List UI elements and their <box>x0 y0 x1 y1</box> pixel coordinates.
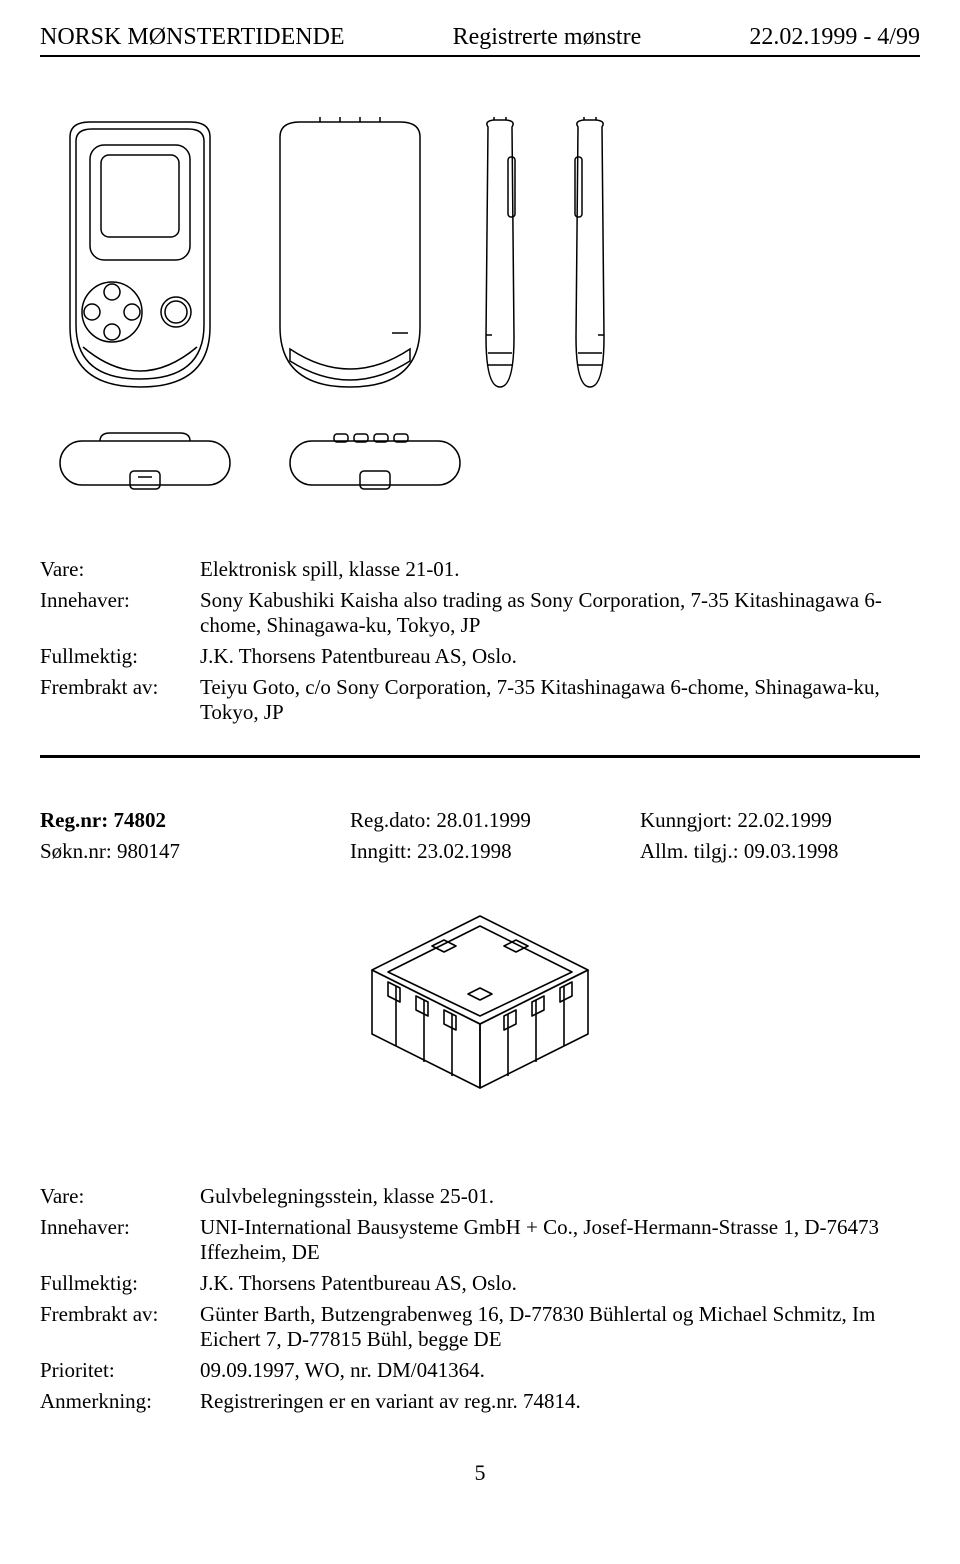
field-value-innehaver-2: UNI-International Bausysteme GmbH + Co.,… <box>200 1215 920 1271</box>
field-value-fullmektig: J.K. Thorsens Patentbureau AS, Oslo. <box>200 644 920 675</box>
entry-2-fields: Vare: Gulvbelegningsstein, klasse 25-01.… <box>40 1184 920 1420</box>
entry-separator <box>40 755 920 758</box>
header-right: 22.02.1999 - 4/99 <box>749 24 920 51</box>
device-figures-bottom <box>40 427 920 497</box>
field-label-vare: Vare: <box>40 557 200 588</box>
entry-1-fields: Vare: Elektronisk spill, klasse 21-01. I… <box>40 557 920 731</box>
device-front-view <box>50 117 230 397</box>
paving-stone-figure <box>40 904 920 1114</box>
field-value-fullmektig-2: J.K. Thorsens Patentbureau AS, Oslo. <box>200 1271 920 1302</box>
page-number: 5 <box>40 1460 920 1486</box>
regnr: Reg.nr: 74802 <box>40 808 166 832</box>
header-center: Registrerte mønstre <box>453 24 642 51</box>
field-value-frembrakt-2: Günter Barth, Butzengrabenweg 16, D-7783… <box>200 1302 920 1358</box>
field-label-anmerkning: Anmerkning: <box>40 1389 200 1420</box>
device-back-view <box>260 117 440 397</box>
field-label-frembrakt-2: Frembrakt av: <box>40 1302 200 1358</box>
registration-info: Reg.nr: 74802 Reg.dato: 28.01.1999 Kunng… <box>40 808 920 864</box>
page-header: NORSK MØNSTERTIDENDE Registrerte mønstre… <box>40 24 920 51</box>
field-label-fullmektig-2: Fullmektig: <box>40 1271 200 1302</box>
field-label-prioritet: Prioritet: <box>40 1358 200 1389</box>
field-value-prioritet: 09.09.1997, WO, nr. DM/041364. <box>200 1358 920 1389</box>
device-top-view <box>50 427 240 497</box>
device-side-view-left <box>470 117 530 397</box>
kunngjort: Kunngjort: 22.02.1999 <box>640 808 920 833</box>
field-value-vare: Elektronisk spill, klasse 21-01. <box>200 557 920 588</box>
field-value-innehaver: Sony Kabushiki Kaisha also trading as So… <box>200 588 920 644</box>
field-label-innehaver: Innehaver: <box>40 588 200 644</box>
field-value-anmerkning: Registreringen er en variant av reg.nr. … <box>200 1389 920 1420</box>
field-value-frembrakt: Teiyu Goto, c/o Sony Corporation, 7-35 K… <box>200 675 920 731</box>
inngitt: Inngitt: 23.02.1998 <box>350 839 640 864</box>
device-side-view-right <box>560 117 620 397</box>
header-left: NORSK MØNSTERTIDENDE <box>40 24 345 51</box>
allm-tilgj: Allm. tilgj.: 09.03.1998 <box>640 839 920 864</box>
device-figures-top <box>40 117 920 397</box>
device-bottom-view <box>280 427 470 497</box>
field-label-innehaver-2: Innehaver: <box>40 1215 200 1271</box>
field-label-vare-2: Vare: <box>40 1184 200 1215</box>
soknnr: Søkn.nr: 980147 <box>40 839 350 864</box>
field-label-fullmektig: Fullmektig: <box>40 644 200 675</box>
regdato: Reg.dato: 28.01.1999 <box>350 808 640 833</box>
header-underline <box>40 55 920 57</box>
field-label-frembrakt: Frembrakt av: <box>40 675 200 731</box>
field-value-vare-2: Gulvbelegningsstein, klasse 25-01. <box>200 1184 920 1215</box>
